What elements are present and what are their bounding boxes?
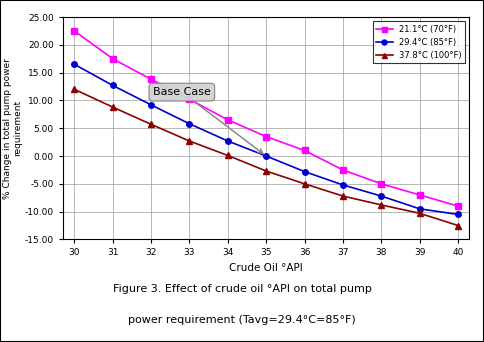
29.4°C (85°F) bbox=[340, 183, 346, 187]
21.1°C (70°F) bbox=[302, 148, 307, 153]
37.8°C (100°F) bbox=[417, 211, 423, 215]
37.8°C (100°F) bbox=[378, 203, 384, 207]
Text: Base Case: Base Case bbox=[153, 87, 263, 154]
29.4°C (85°F) bbox=[72, 62, 77, 66]
21.1°C (70°F) bbox=[148, 77, 154, 81]
21.1°C (70°F) bbox=[187, 97, 193, 102]
37.8°C (100°F) bbox=[148, 122, 154, 127]
X-axis label: Crude Oil °API: Crude Oil °API bbox=[229, 263, 303, 273]
37.8°C (100°F) bbox=[302, 182, 307, 186]
37.8°C (100°F) bbox=[340, 194, 346, 198]
Line: 37.8°C (100°F): 37.8°C (100°F) bbox=[72, 87, 461, 228]
29.4°C (85°F) bbox=[225, 139, 231, 143]
29.4°C (85°F) bbox=[263, 154, 269, 158]
21.1°C (70°F) bbox=[72, 29, 77, 33]
29.4°C (85°F) bbox=[148, 103, 154, 107]
29.4°C (85°F) bbox=[455, 212, 461, 216]
37.8°C (100°F) bbox=[455, 223, 461, 227]
37.8°C (100°F) bbox=[110, 105, 116, 109]
Line: 21.1°C (70°F): 21.1°C (70°F) bbox=[72, 28, 461, 209]
21.1°C (70°F) bbox=[225, 118, 231, 122]
Text: Figure 3. Effect of crude oil °API on total pump: Figure 3. Effect of crude oil °API on to… bbox=[113, 284, 371, 294]
21.1°C (70°F) bbox=[378, 182, 384, 186]
Y-axis label: % Change in total pump power
requirement: % Change in total pump power requirement bbox=[2, 58, 22, 199]
29.4°C (85°F) bbox=[378, 194, 384, 198]
37.8°C (100°F) bbox=[187, 139, 193, 143]
21.1°C (70°F) bbox=[340, 168, 346, 172]
37.8°C (100°F) bbox=[72, 87, 77, 91]
21.1°C (70°F) bbox=[417, 193, 423, 197]
37.8°C (100°F) bbox=[225, 154, 231, 158]
Text: power requirement (Tavg=29.4°C=85°F): power requirement (Tavg=29.4°C=85°F) bbox=[128, 315, 356, 325]
29.4°C (85°F) bbox=[110, 83, 116, 88]
21.1°C (70°F) bbox=[455, 204, 461, 208]
Legend: 21.1°C (70°F), 29.4°C (85°F), 37.8°C (100°F): 21.1°C (70°F), 29.4°C (85°F), 37.8°C (10… bbox=[373, 21, 465, 63]
29.4°C (85°F) bbox=[187, 122, 193, 126]
21.1°C (70°F) bbox=[110, 57, 116, 61]
29.4°C (85°F) bbox=[302, 170, 307, 174]
37.8°C (100°F) bbox=[263, 169, 269, 173]
Line: 29.4°C (85°F): 29.4°C (85°F) bbox=[72, 62, 461, 217]
21.1°C (70°F) bbox=[263, 134, 269, 139]
29.4°C (85°F) bbox=[417, 207, 423, 211]
